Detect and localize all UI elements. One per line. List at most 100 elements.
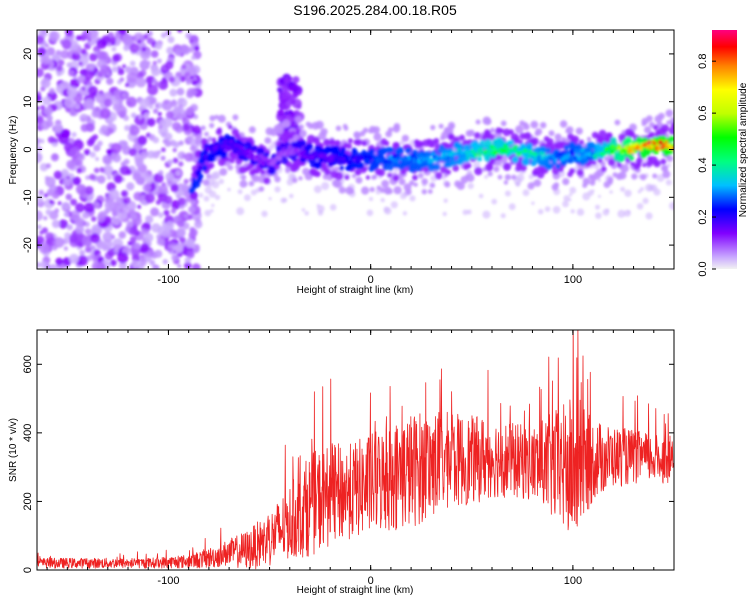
- spectrogram-cell: [563, 144, 570, 151]
- spectrogram-cell: [616, 162, 622, 168]
- spectrogram-cell: [642, 197, 649, 204]
- spectrogram-cell: [292, 76, 300, 84]
- spectrogram-cell: [121, 92, 128, 99]
- spectrogram-cell: [195, 139, 201, 145]
- spectrogram-cell: [306, 153, 311, 158]
- spectrogram-xlabel: Height of straight line (km): [297, 285, 414, 296]
- spectrogram-cell: [170, 100, 178, 107]
- spectrogram-cell: [488, 133, 495, 141]
- spectrogram-cell: [618, 154, 626, 162]
- spectrogram-cell: [355, 176, 363, 184]
- spectrogram-cell: [164, 195, 173, 204]
- spectrogram-cell: [378, 154, 384, 159]
- spectrogram-cell: [459, 134, 465, 141]
- snr-ytick-label: 600: [22, 355, 34, 373]
- spectrogram-cell: [172, 157, 179, 164]
- spectrogram-cell: [668, 135, 674, 143]
- spectrogram-cell: [104, 197, 110, 203]
- spectrogram-cell: [204, 209, 211, 217]
- spectrogram-cell: [129, 43, 140, 54]
- spectrogram-cell: [283, 77, 291, 84]
- spectrogram-cell: [355, 139, 362, 146]
- spectrogram-cell: [483, 129, 491, 137]
- spectrogram-cell: [617, 209, 626, 218]
- spectrogram-cell: [519, 164, 527, 172]
- spectrogram-cell: [379, 187, 386, 193]
- spectrogram-cell: [285, 148, 291, 154]
- spectrogram-cell: [533, 179, 542, 187]
- spectrogram-cell: [110, 259, 117, 267]
- spectrogram-cell: [609, 190, 613, 194]
- spectrogram-cell: [329, 139, 336, 147]
- snr-xlabel: Height of straight line (km): [297, 585, 414, 596]
- spectrogram-cell: [456, 181, 465, 190]
- spectrogram-cell: [523, 132, 532, 140]
- spectrogram-cell: [538, 150, 544, 156]
- spectrogram-cell: [429, 142, 435, 148]
- spectrogram-cell: [334, 140, 341, 146]
- spectrogram-cell: [190, 88, 198, 95]
- spectrogram-cell: [194, 220, 203, 229]
- spectrogram-cell: [112, 238, 124, 250]
- spectrogram-cell: [53, 138, 59, 144]
- spectrogram-cell: [84, 202, 95, 213]
- spectrogram-cell: [44, 43, 50, 48]
- spectrogram-cell: [140, 151, 148, 160]
- spectrogram-cell: [377, 168, 386, 177]
- spectrogram-cell: [89, 151, 96, 158]
- snr-xtick-label: 0: [368, 575, 374, 587]
- spectrogram-ytick-label: -20: [22, 237, 34, 253]
- spectrogram-cell: [334, 171, 344, 181]
- spectrogram-cell: [37, 152, 43, 163]
- spectrogram-cell: [211, 203, 215, 208]
- spectrogram-cell: [130, 112, 137, 119]
- spectrogram-cell: [184, 257, 191, 264]
- snr-y-axis: 0 200 400 600: [22, 355, 674, 573]
- spectrogram-cell: [118, 102, 124, 108]
- spectrogram-cell: [340, 147, 346, 153]
- spectrogram-cell: [53, 170, 63, 180]
- spectrogram-cell: [40, 260, 48, 269]
- spectrogram-cell: [496, 160, 502, 166]
- spectrogram-cell: [176, 228, 186, 238]
- spectrogram-cell: [263, 177, 271, 185]
- spectrogram-cell: [281, 92, 289, 100]
- spectrogram-cell: [381, 179, 389, 188]
- spectrogram-cell: [125, 168, 132, 175]
- spectrogram-cell: [644, 126, 652, 134]
- spectrogram-cell: [122, 64, 127, 69]
- spectrogram-cell: [267, 145, 274, 151]
- spectrogram-cell: [446, 155, 451, 160]
- spectrogram-cell: [661, 144, 666, 148]
- spectrogram-cell: [440, 166, 448, 174]
- spectrogram-xtick-label: -100: [157, 274, 179, 286]
- spectrogram-cell: [110, 95, 116, 101]
- spectrogram-cell: [578, 139, 585, 145]
- spectrogram-cell: [173, 141, 180, 148]
- spectrogram-cell: [287, 144, 293, 150]
- spectrogram-cell: [617, 146, 622, 151]
- spectrogram-cell: [86, 196, 93, 202]
- colorbar-tick-label: 0.8: [697, 54, 709, 69]
- spectrogram-cell: [75, 35, 82, 41]
- spectrogram-cell: [323, 138, 331, 146]
- spectrogram-cell: [149, 97, 157, 104]
- spectrogram-cell: [441, 176, 446, 180]
- spectrogram-cell: [129, 60, 136, 67]
- spectrogram-cell: [155, 103, 160, 108]
- spectrogram-cell: [636, 157, 643, 164]
- spectrogram-cell: [412, 174, 418, 181]
- spectrogram-cell: [501, 148, 506, 153]
- spectrogram-cell: [597, 157, 603, 164]
- spectrogram-cell: [553, 182, 560, 188]
- spectrogram-cell: [582, 192, 591, 201]
- spectrogram-cell: [68, 253, 80, 264]
- spectrogram-cell: [37, 110, 41, 117]
- spectrogram-cell: [75, 184, 87, 195]
- spectrogram-cell: [666, 163, 671, 168]
- spectrogram-cell: [75, 161, 80, 166]
- spectrogram-cell: [439, 144, 445, 150]
- spectrogram-cell: [645, 212, 653, 220]
- spectrogram-cell: [661, 165, 669, 172]
- spectrogram-cell: [665, 109, 674, 118]
